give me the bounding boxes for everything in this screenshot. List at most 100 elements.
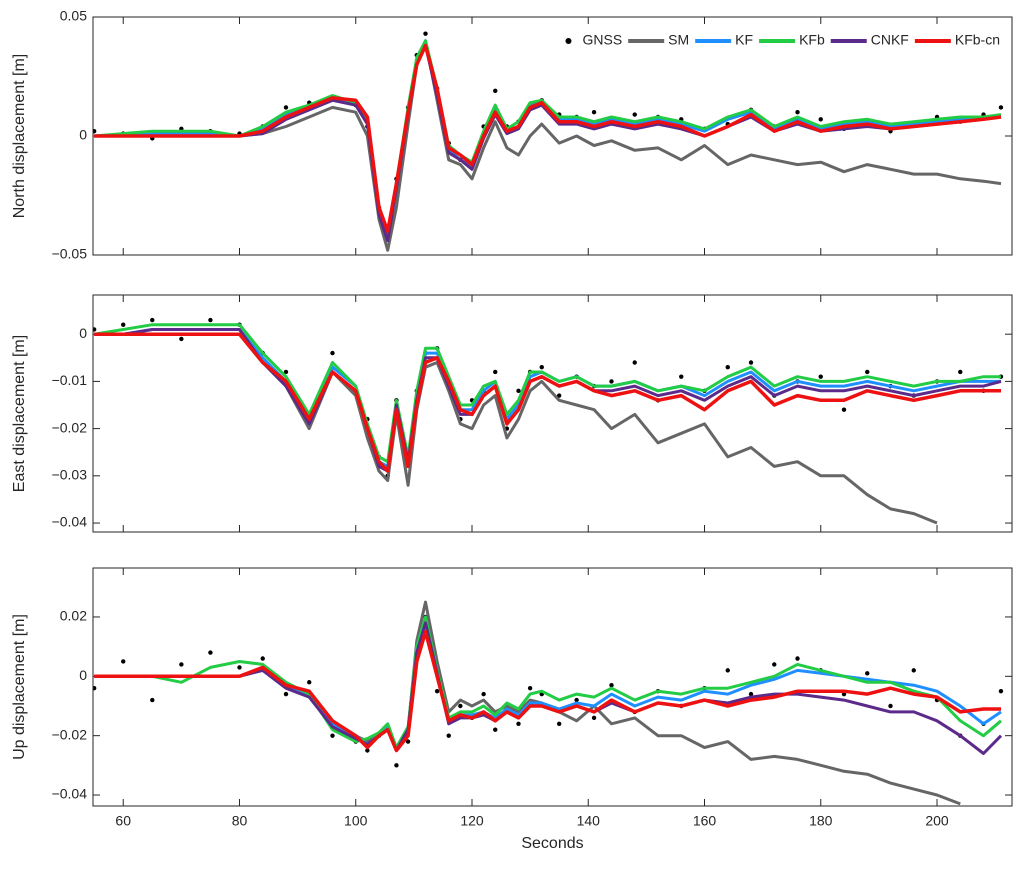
panel: −0.05 0 0.05 North displacement [m] GNSS SM KF… <box>11 8 1013 262</box>
data-line <box>94 630 1001 753</box>
data-point <box>591 110 597 115</box>
data-point <box>493 88 498 93</box>
plot-content <box>93 317 1004 525</box>
data-point <box>911 668 916 673</box>
data-point <box>307 680 312 685</box>
data-point <box>998 688 1004 694</box>
data-point <box>888 703 893 709</box>
data-point <box>93 129 97 134</box>
data-point <box>574 697 579 703</box>
y-tick-label: 0 <box>79 127 87 143</box>
y-tick-label: −0.02 <box>52 726 88 742</box>
data-point <box>772 662 777 667</box>
data-point <box>434 688 440 694</box>
data-point <box>208 317 213 323</box>
panel: −0.04 −0.03 −0.02 −0.01 0 East displacement [… <box>11 294 1013 533</box>
data-line <box>93 323 1001 464</box>
data-point <box>865 369 870 375</box>
data-point <box>818 117 823 122</box>
y-tick-label: −0.04 <box>52 786 88 802</box>
data-point <box>493 727 498 732</box>
y-axis-label: East displacement [m] <box>11 335 28 492</box>
data-point <box>260 656 265 661</box>
x-tick-label: 120 <box>460 813 484 829</box>
data-point <box>609 683 614 688</box>
data-point <box>283 105 289 110</box>
data-point <box>121 659 126 664</box>
data-point <box>458 703 463 709</box>
data-point <box>330 733 335 738</box>
axes-frame <box>92 294 1013 533</box>
x-tick-label: 100 <box>344 813 368 829</box>
data-point <box>283 369 289 375</box>
x-axis-label: Seconds <box>521 835 583 852</box>
data-point <box>527 685 533 691</box>
legend-label: KFb-cn <box>955 32 1000 48</box>
data-point <box>958 369 963 375</box>
data-point <box>283 691 289 697</box>
data-point <box>556 721 562 726</box>
data-point <box>121 322 126 327</box>
data-point <box>481 691 486 697</box>
legend-label: SM <box>668 32 689 48</box>
data-point <box>516 721 521 726</box>
data-point <box>93 327 97 332</box>
data-point <box>632 112 637 117</box>
data-line <box>94 39 1002 252</box>
data-line <box>94 332 1001 473</box>
data-point <box>150 317 155 323</box>
data-point <box>405 739 411 744</box>
data-point <box>179 662 184 667</box>
data-point <box>591 715 597 721</box>
axes-frame <box>92 16 1013 256</box>
data-point <box>725 365 730 370</box>
legend-label: KFb <box>799 32 825 48</box>
plot-area <box>93 568 1012 806</box>
x-tick-label: 140 <box>577 813 601 829</box>
legend-symbol <box>565 38 572 44</box>
data-point <box>539 365 544 370</box>
y-tick-label: −0.01 <box>52 372 88 388</box>
data-point <box>394 763 399 768</box>
data-point <box>208 650 213 655</box>
data-point <box>556 393 562 398</box>
data-point <box>150 697 155 703</box>
data-point <box>865 671 870 676</box>
data-point <box>365 748 370 753</box>
data-point <box>609 379 614 384</box>
y-tick-label: 0.02 <box>60 608 87 624</box>
axes-frame <box>92 567 1013 807</box>
plot-content <box>93 31 1004 252</box>
y-tick-label: −0.03 <box>52 467 88 483</box>
data-line <box>94 43 1002 233</box>
legend-label: KF <box>735 32 753 48</box>
x-tick-label: 180 <box>809 813 833 829</box>
data-point <box>818 374 823 379</box>
data-point <box>93 685 97 691</box>
y-tick-label: 0.05 <box>60 8 87 24</box>
x-tick-label: 60 <box>115 813 131 829</box>
data-point <box>516 388 521 394</box>
data-point <box>330 350 335 356</box>
data-point <box>795 110 800 115</box>
data-point <box>795 656 800 661</box>
x-tick-label: 80 <box>232 813 248 829</box>
y-axis-label: North displacement [m] <box>11 54 28 219</box>
legend-label: CNKF <box>871 32 909 48</box>
y-tick-label: −0.02 <box>52 419 88 435</box>
x-tick-label: 160 <box>693 813 717 829</box>
y-tick-label: 0 <box>79 667 87 683</box>
data-point <box>237 665 242 670</box>
data-line <box>94 615 1002 749</box>
data-point <box>679 374 684 379</box>
data-point <box>179 336 184 342</box>
panel: −0.04 −0.02 0 0.02 60 80 100 120 140 160 180 200 Up … <box>11 567 1013 852</box>
data-point <box>632 360 637 365</box>
legend-label: GNSS <box>582 32 622 48</box>
y-tick-label: 0 <box>79 325 87 341</box>
data-point <box>493 369 498 375</box>
data-point <box>748 691 754 697</box>
y-tick-label: −0.05 <box>52 246 88 262</box>
